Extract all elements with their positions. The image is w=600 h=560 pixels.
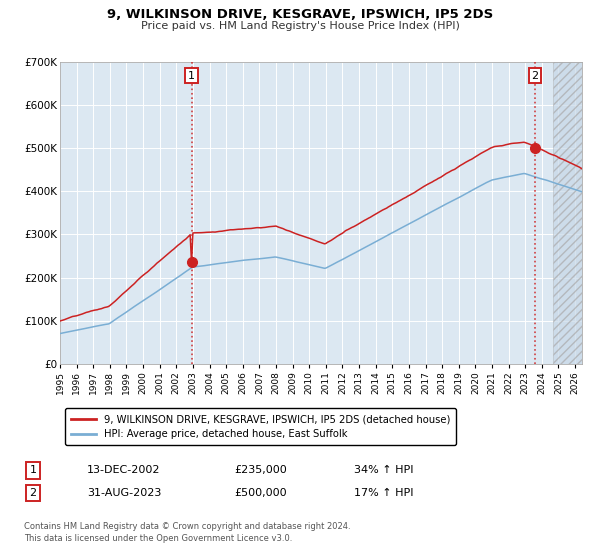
Text: Contains HM Land Registry data © Crown copyright and database right 2024.
This d: Contains HM Land Registry data © Crown c…	[24, 522, 350, 543]
Text: 34% ↑ HPI: 34% ↑ HPI	[354, 465, 413, 475]
Text: 1: 1	[29, 465, 37, 475]
Text: 1: 1	[188, 71, 195, 81]
Legend: 9, WILKINSON DRIVE, KESGRAVE, IPSWICH, IP5 2DS (detached house), HPI: Average pr: 9, WILKINSON DRIVE, KESGRAVE, IPSWICH, I…	[65, 408, 457, 445]
Bar	[553, 62, 582, 364]
Text: 2: 2	[532, 71, 538, 81]
Text: 17% ↑ HPI: 17% ↑ HPI	[354, 488, 413, 498]
Text: £235,000: £235,000	[234, 465, 287, 475]
Text: £500,000: £500,000	[234, 488, 287, 498]
Text: 9, WILKINSON DRIVE, KESGRAVE, IPSWICH, IP5 2DS: 9, WILKINSON DRIVE, KESGRAVE, IPSWICH, I…	[107, 8, 493, 21]
Text: 13-DEC-2002: 13-DEC-2002	[87, 465, 161, 475]
Text: Price paid vs. HM Land Registry's House Price Index (HPI): Price paid vs. HM Land Registry's House …	[140, 21, 460, 31]
Text: 2: 2	[29, 488, 37, 498]
Text: 31-AUG-2023: 31-AUG-2023	[87, 488, 161, 498]
